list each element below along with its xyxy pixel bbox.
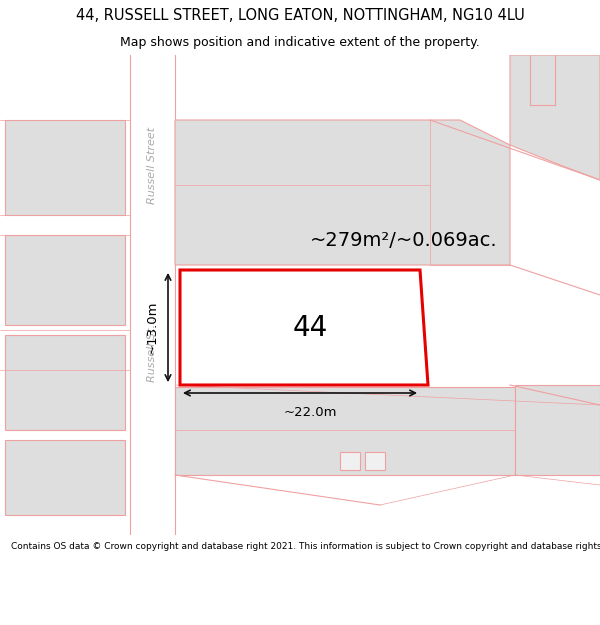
Polygon shape bbox=[180, 270, 428, 385]
Bar bbox=[130, 55, 175, 535]
Polygon shape bbox=[510, 55, 600, 180]
Bar bbox=[182, 280, 340, 370]
Text: Russell St...: Russell St... bbox=[147, 318, 157, 382]
Bar bbox=[340, 452, 360, 470]
Bar bbox=[5, 440, 125, 515]
Polygon shape bbox=[175, 120, 510, 265]
Text: ~22.0m: ~22.0m bbox=[283, 406, 337, 419]
Bar bbox=[5, 120, 125, 215]
Text: 44: 44 bbox=[292, 314, 328, 341]
Text: Map shows position and indicative extent of the property.: Map shows position and indicative extent… bbox=[120, 36, 480, 49]
Text: 44, RUSSELL STREET, LONG EATON, NOTTINGHAM, NG10 4LU: 44, RUSSELL STREET, LONG EATON, NOTTINGH… bbox=[76, 8, 524, 23]
Bar bbox=[5, 235, 125, 325]
Bar bbox=[5, 335, 125, 430]
Text: Russell Street: Russell Street bbox=[147, 126, 157, 204]
Text: ~13.0m: ~13.0m bbox=[146, 301, 158, 354]
Text: Contains OS data © Crown copyright and database right 2021. This information is : Contains OS data © Crown copyright and d… bbox=[11, 542, 600, 551]
Bar bbox=[175, 387, 515, 475]
Bar bbox=[515, 385, 600, 475]
Text: ~279m²/~0.069ac.: ~279m²/~0.069ac. bbox=[310, 231, 497, 249]
Bar bbox=[365, 452, 385, 470]
